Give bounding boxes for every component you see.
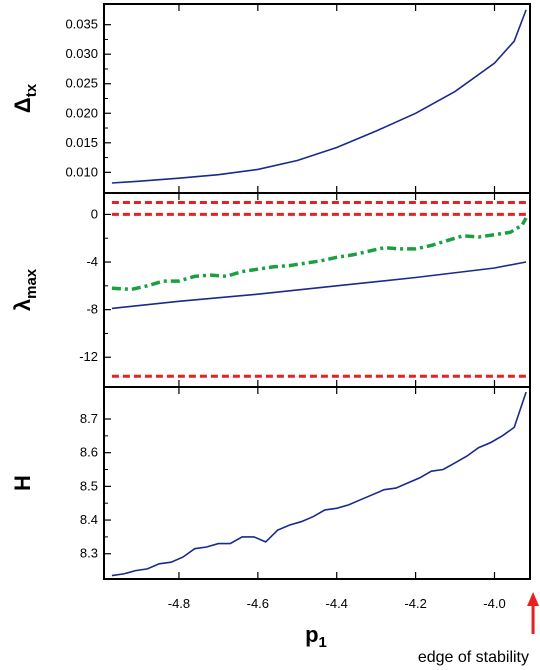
y-tick-label: 0.015: [65, 135, 98, 150]
y-tick-label: 8.5: [80, 478, 98, 493]
plot-frame-lambda-max: [103, 192, 531, 388]
y-tick-label: 0.025: [65, 76, 98, 91]
x-tick-label: -4.0: [483, 596, 505, 611]
panel-lambda-max: 0 -4 -8 -12 λmax: [10, 192, 531, 388]
y-tick-label: 8.3: [80, 546, 98, 561]
y-tick-label: -12: [79, 349, 98, 364]
plot-frame-delta-tx: [103, 3, 531, 194]
y-axis-title-lambda-max: λmax: [10, 268, 40, 311]
x-tick-label: -4.4: [326, 596, 348, 611]
series-line-lambda-max-1: [111, 217, 528, 292]
edge-of-stability-label: edge of stability: [418, 649, 529, 666]
y-tick-label: 8.4: [80, 512, 98, 527]
x-tick-label: -4.6: [247, 596, 269, 611]
plot-frame-h: [103, 386, 531, 580]
y-tick-label: 0: [91, 206, 98, 221]
y-axis-title-h: H: [10, 475, 35, 491]
y-tick-label: 0.020: [65, 105, 98, 120]
series-line-delta-tx-0: [111, 9, 527, 184]
y-tick-label: 8.7: [80, 411, 98, 426]
edge-of-stability-annotation: edge of stability: [418, 592, 540, 666]
edge-arrow-head: [527, 592, 540, 606]
panel-delta-tx: 0.010 0.015 0.020 0.025 0.030 0.035 Δtx: [10, 3, 531, 194]
y-tick-label: -4: [86, 254, 98, 269]
x-axis-title: p1: [305, 622, 327, 651]
series-line-lambda-max-0: [111, 261, 527, 310]
y-tick-label: 0.035: [65, 17, 98, 32]
y-tick-label: 0.010: [65, 164, 98, 179]
panel-h: 8.3 8.4 8.5 8.6 8.7 H -4.8 -4.6 -4.4 -4.2 -4.0 p1: [10, 386, 531, 651]
y-axis-title-delta-tx: Δtx: [10, 83, 40, 113]
y-tick-label: -8: [86, 302, 98, 317]
series-line-h-0: [111, 391, 527, 577]
x-tick-label: -4.8: [168, 596, 190, 611]
x-tick-label: -4.2: [404, 596, 426, 611]
y-tick-label: 0.030: [65, 46, 98, 61]
y-tick-label: 8.6: [80, 445, 98, 460]
